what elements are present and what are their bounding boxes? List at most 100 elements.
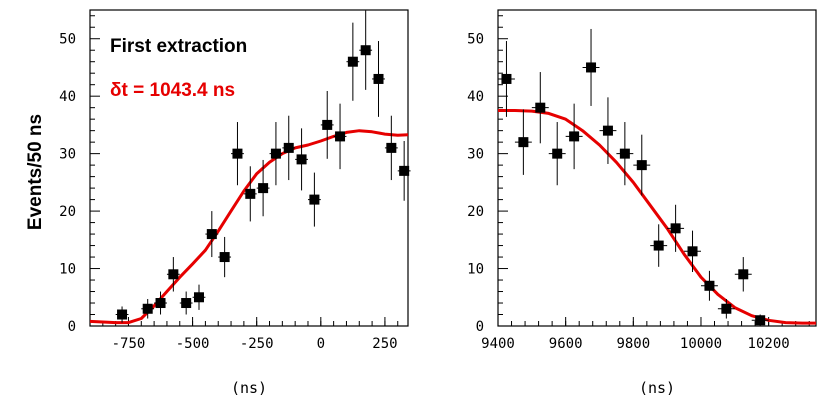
fit-curve bbox=[498, 109, 816, 325]
data-point bbox=[684, 230, 701, 272]
y-tick-label: 20 bbox=[59, 204, 76, 220]
x-tick-label: 10200 bbox=[748, 336, 790, 352]
point-marker bbox=[518, 137, 529, 148]
data-point bbox=[192, 284, 206, 310]
point-marker bbox=[687, 246, 698, 257]
point-marker bbox=[335, 131, 346, 142]
data-point bbox=[667, 204, 685, 252]
point-marker bbox=[721, 303, 732, 314]
point-marker bbox=[258, 183, 269, 194]
data-point bbox=[359, 10, 373, 90]
x-tick-label: 10000 bbox=[680, 336, 722, 352]
data-point bbox=[633, 134, 651, 196]
data-point bbox=[166, 257, 180, 292]
data-point bbox=[384, 115, 398, 181]
annotation-delta-t: δt = 1043.4 ns bbox=[110, 80, 235, 101]
point-marker bbox=[636, 160, 647, 171]
data-point bbox=[307, 172, 321, 227]
data-point bbox=[141, 298, 155, 319]
data-point bbox=[346, 22, 360, 101]
right-axis-ticks: 9400 9600 9800 10000 10200 0 10 20 30 40 50 bbox=[467, 15, 810, 352]
data-point bbox=[320, 91, 334, 159]
x-tick-label: 0 bbox=[317, 336, 325, 352]
data-point bbox=[269, 122, 283, 186]
data-point bbox=[205, 211, 219, 258]
y-tick-label: 10 bbox=[467, 262, 484, 278]
point-marker bbox=[168, 269, 179, 280]
data-point bbox=[295, 128, 308, 191]
point-marker bbox=[586, 62, 597, 73]
data-point bbox=[372, 41, 385, 117]
point-marker bbox=[704, 280, 715, 291]
point-marker bbox=[738, 269, 749, 280]
data-point bbox=[397, 140, 411, 201]
y-axis-label: Events/50 ns bbox=[25, 114, 46, 230]
right-data-points bbox=[498, 28, 769, 326]
left-axis-ticks: -750 -500 -250 0 250 0 10 20 30 40 50 bbox=[59, 15, 399, 352]
point-marker bbox=[193, 292, 204, 303]
data-point bbox=[179, 291, 193, 315]
data-point bbox=[616, 122, 634, 186]
point-marker bbox=[602, 125, 613, 136]
point-marker bbox=[569, 131, 580, 142]
left-fit-curve bbox=[89, 129, 409, 325]
point-marker bbox=[670, 223, 681, 234]
data-point bbox=[734, 257, 752, 292]
right-plot-frame bbox=[497, 9, 817, 327]
right-x-axis-label: (ns) bbox=[639, 379, 675, 397]
point-marker bbox=[232, 148, 243, 159]
point-marker bbox=[501, 73, 512, 84]
data-point bbox=[154, 291, 167, 315]
point-marker bbox=[399, 165, 410, 176]
data-point bbox=[751, 314, 769, 326]
data-point bbox=[256, 159, 270, 217]
y-tick-label: 30 bbox=[467, 147, 484, 163]
data-point bbox=[115, 306, 129, 323]
data-point bbox=[548, 122, 566, 186]
point-marker bbox=[296, 154, 307, 165]
point-marker bbox=[755, 315, 766, 326]
x-tick-label: -750 bbox=[112, 336, 146, 352]
data-point bbox=[243, 166, 257, 222]
data-point bbox=[498, 41, 515, 117]
data-point bbox=[531, 72, 549, 144]
data-point bbox=[565, 103, 583, 170]
left-x-axis-label: (ns) bbox=[231, 379, 267, 397]
data-point bbox=[333, 103, 347, 170]
point-marker bbox=[552, 148, 563, 159]
point-marker bbox=[142, 303, 153, 314]
point-marker bbox=[309, 194, 320, 205]
x-tick-label: -250 bbox=[240, 336, 274, 352]
x-tick-label: 9400 bbox=[481, 336, 515, 352]
y-tick-label: 50 bbox=[467, 32, 484, 48]
data-point bbox=[231, 122, 244, 186]
data-point bbox=[599, 97, 617, 164]
point-marker bbox=[322, 119, 333, 130]
y-tick-label: 50 bbox=[59, 32, 76, 48]
y-tick-label: 30 bbox=[59, 147, 76, 163]
point-marker bbox=[219, 252, 230, 263]
x-tick-label: 9600 bbox=[549, 336, 583, 352]
point-marker bbox=[347, 56, 358, 67]
point-marker bbox=[155, 298, 166, 309]
left-data-points bbox=[115, 10, 411, 323]
y-tick-label: 0 bbox=[476, 319, 484, 335]
point-marker bbox=[245, 188, 256, 199]
point-marker bbox=[619, 148, 630, 159]
point-marker bbox=[653, 240, 664, 251]
x-tick-label: -500 bbox=[176, 336, 210, 352]
point-marker bbox=[373, 73, 384, 84]
x-tick-label: 9800 bbox=[616, 336, 650, 352]
x-tick-label: 250 bbox=[372, 336, 397, 352]
point-marker bbox=[181, 298, 192, 309]
data-point bbox=[650, 224, 668, 267]
y-tick-label: 0 bbox=[68, 319, 76, 335]
data-point bbox=[582, 28, 600, 106]
point-marker bbox=[386, 142, 397, 153]
data-point bbox=[717, 298, 735, 319]
left-panel: -750 -500 -250 0 250 0 10 20 30 40 50 First extrac… bbox=[59, 9, 411, 397]
y-tick-label: 40 bbox=[467, 89, 484, 105]
left-plot-frame bbox=[89, 9, 409, 327]
data-point bbox=[282, 115, 296, 181]
